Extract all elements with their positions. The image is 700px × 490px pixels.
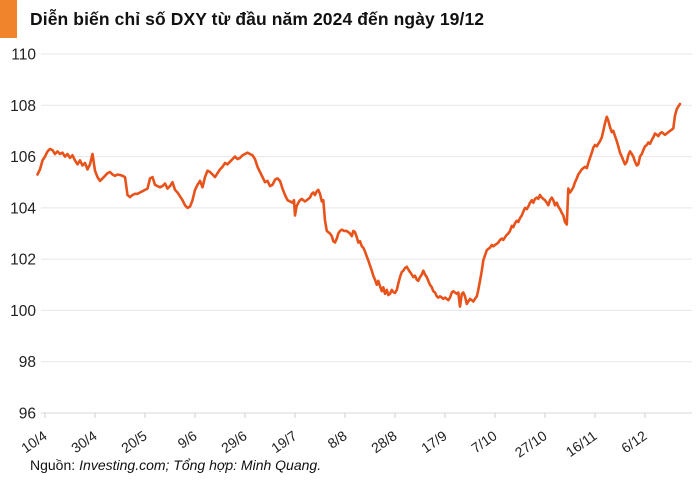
- y-tick-label: 96: [19, 406, 36, 423]
- x-tick-label: 20/5: [118, 427, 150, 456]
- x-tick-label: 9/6: [175, 427, 200, 451]
- source-note: Nguồn: Investing.com; Tổng hợp: Minh Quan…: [30, 457, 321, 473]
- title-accent-square: [0, 0, 17, 38]
- x-tick-label: 8/8: [325, 427, 350, 451]
- y-tick-label: 104: [10, 200, 36, 217]
- y-tick-label: 108: [10, 98, 36, 115]
- x-tick-label: 28/8: [368, 427, 400, 456]
- x-tick-label: 29/6: [218, 427, 250, 456]
- y-tick-label: 98: [19, 354, 36, 371]
- y-tick-label: 102: [10, 252, 36, 269]
- price-line: [36, 102, 682, 308]
- y-tick-label: 100: [10, 303, 36, 320]
- page-title: Diễn biến chỉ số DXY từ đầu năm 2024 đến…: [30, 9, 485, 29]
- x-tick-label: 6/12: [618, 427, 650, 456]
- x-tick-label: 19/7: [268, 427, 300, 456]
- y-tick-label: 110: [11, 47, 36, 64]
- x-tick-label: 7/10: [468, 427, 500, 456]
- x-tick-label: 30/4: [68, 427, 100, 456]
- y-tick-label: 106: [10, 149, 36, 166]
- source-text: Investing.com; Tổng hợp: Minh Quang.: [79, 457, 322, 473]
- x-tick-label: 27/10: [512, 427, 550, 460]
- source-label: Nguồn:: [30, 457, 76, 473]
- x-tick-label: 16/11: [563, 427, 600, 460]
- x-tick-label: 10/4: [18, 427, 50, 456]
- x-tick-label: 17/9: [418, 427, 450, 456]
